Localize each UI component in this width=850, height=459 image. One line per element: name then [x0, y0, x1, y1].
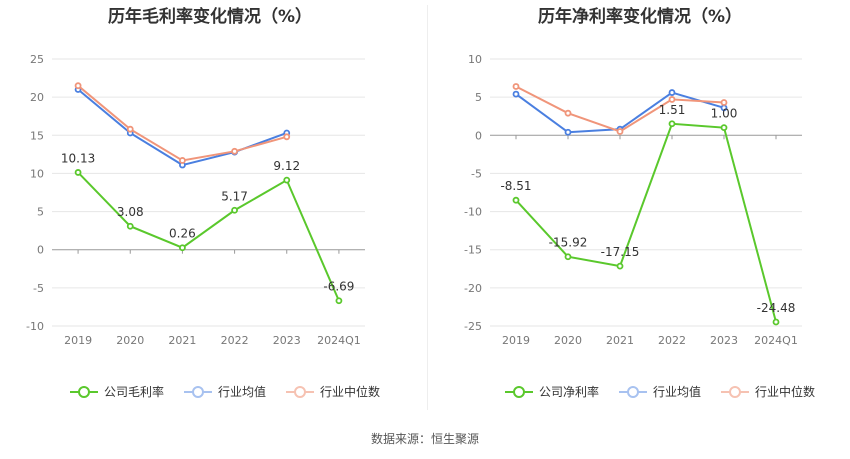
gross-margin-chart-title: 历年毛利率变化情况（%）	[107, 7, 313, 27]
legend-label: 行业均值	[218, 385, 267, 399]
x-tick-label: 2020	[554, 334, 582, 347]
data-label: 0.26	[169, 227, 196, 241]
data-label: 1.51	[659, 103, 686, 117]
legend-median-symbol-icon	[286, 385, 315, 399]
x-tick-label: 2021	[606, 334, 634, 347]
y-tick-label: 5	[475, 91, 482, 104]
data-point	[283, 176, 291, 184]
data-label: -17.15	[601, 245, 640, 259]
y-tick-label: 10	[468, 53, 482, 66]
legend-label: 行业中位数	[320, 385, 381, 399]
legend-item-company-net-margin[interactable]: 公司净利率	[505, 383, 599, 400]
y-tick-label: -10	[26, 320, 44, 333]
x-tick-label: 2024Q1	[754, 334, 798, 347]
data-point	[179, 157, 186, 164]
data-label: -6.69	[323, 280, 354, 294]
legend-avg-symbol-icon	[184, 385, 213, 399]
legend-company-symbol-icon	[70, 385, 98, 399]
net-margin-legend: 公司净利率 行业均值 行业中位数	[505, 383, 835, 400]
data-label: 9.12	[273, 159, 300, 173]
net-margin-chart-title: 历年净利率变化情况（%）	[537, 7, 743, 27]
legend-item-industry-median[interactable]: 行业中位数	[286, 383, 380, 400]
data-point	[74, 82, 82, 90]
x-tick-label: 2022	[658, 334, 686, 347]
y-tick-label: 25	[30, 53, 44, 66]
data-label: -15.92	[549, 236, 588, 250]
y-tick-label: -5	[33, 282, 44, 295]
data-point	[668, 89, 676, 96]
legend-median-symbol-icon	[721, 385, 750, 399]
series-line-0	[515, 122, 777, 323]
legend-item-industry-avg[interactable]: 行业均值	[619, 383, 701, 400]
legend-item-industry-avg[interactable]: 行业均值	[184, 383, 266, 400]
data-label: -8.51	[500, 179, 531, 193]
y-tick-label: -25	[464, 320, 482, 333]
legend-label: 行业均值	[653, 385, 702, 399]
legend-label: 公司净利率	[539, 385, 600, 399]
y-tick-label: 15	[30, 129, 44, 142]
chart-divider	[427, 5, 428, 410]
data-label: 3.08	[117, 205, 144, 219]
y-tick-label: -5	[471, 167, 482, 180]
series-line-0	[77, 171, 340, 302]
data-point	[564, 253, 572, 261]
y-tick-label: 0	[475, 129, 482, 142]
y-tick-label: -20	[464, 282, 482, 295]
x-tick-label: 2021	[168, 334, 196, 347]
x-tick-label: 2022	[221, 334, 249, 347]
data-label: 1.00	[711, 107, 738, 121]
legend-item-industry-median[interactable]: 行业中位数	[721, 383, 815, 400]
x-tick-label: 2023	[710, 334, 738, 347]
data-point	[564, 109, 572, 117]
data-point	[720, 124, 728, 132]
y-tick-label: 10	[30, 167, 44, 180]
y-tick-label: 5	[37, 206, 44, 219]
x-tick-label: 2019	[502, 334, 530, 347]
data-label: 10.13	[61, 151, 95, 165]
legend-avg-symbol-icon	[619, 385, 648, 399]
y-tick-label: -10	[464, 206, 482, 219]
data-point	[720, 99, 728, 106]
y-tick-label: -15	[464, 244, 482, 257]
data-point	[668, 120, 676, 128]
data-point	[512, 83, 520, 90]
data-point	[772, 318, 780, 326]
x-tick-label: 2024Q1	[317, 334, 361, 347]
data-point	[126, 125, 134, 133]
data-label: 5.17	[221, 189, 248, 203]
data-point	[231, 147, 238, 155]
legend-item-company-gross-margin[interactable]: 公司毛利率	[70, 383, 164, 400]
gross-margin-chart: 25 20 15 10 5 0 -5 -10 2019 2020 2021 2022 2023 2024Q…	[26, 53, 365, 347]
legend-label: 公司毛利率	[104, 385, 165, 399]
legend-company-symbol-icon	[505, 385, 533, 399]
data-point	[126, 222, 134, 230]
x-tick-label: 2020	[116, 334, 144, 347]
x-tick-label: 2023	[273, 334, 301, 347]
y-tick-label: 0	[37, 244, 44, 257]
data-point	[179, 244, 186, 252]
net-margin-chart: 10 5 0 -5 -10 -15 -20 -25 2019 2020 2021 2022 2023 20…	[464, 53, 802, 347]
data-point	[616, 262, 624, 270]
data-source-note: 数据来源：恒生聚源	[370, 432, 479, 446]
gross-margin-legend: 公司毛利率 行业均值 行业中位数	[70, 383, 400, 400]
x-tick-label: 2019	[64, 334, 92, 347]
legend-label: 行业中位数	[755, 385, 816, 399]
data-label: -24.48	[757, 301, 796, 315]
data-point	[512, 90, 520, 98]
data-point	[283, 133, 291, 141]
y-tick-label: 20	[30, 91, 44, 104]
data-point	[512, 196, 520, 204]
series-line-1	[77, 88, 288, 167]
data-point	[564, 128, 572, 136]
data-point	[335, 297, 343, 305]
data-point	[668, 96, 676, 103]
data-point	[231, 206, 238, 214]
data-point	[616, 128, 624, 135]
data-point	[74, 169, 82, 176]
